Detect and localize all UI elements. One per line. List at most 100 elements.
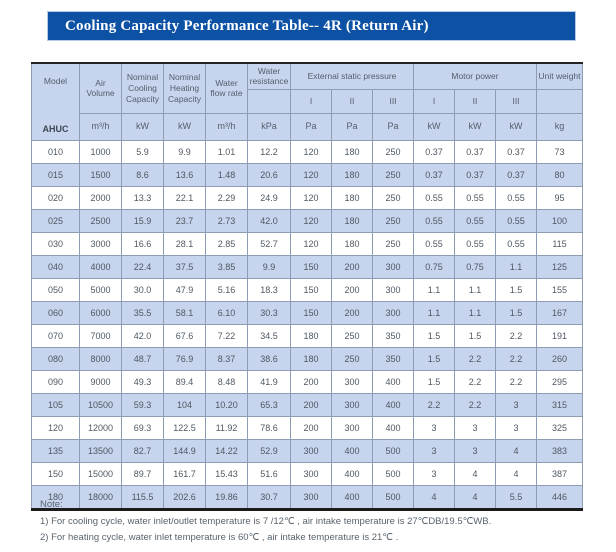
header-water-resistance-spacer	[247, 88, 291, 114]
value-cell: 1500	[79, 163, 122, 187]
value-cell: 2.73	[205, 209, 248, 233]
value-cell: 115.5	[121, 485, 164, 510]
header-model: Model AHUC	[31, 62, 80, 141]
model-cell: 120	[31, 416, 80, 440]
value-cell: 200	[290, 416, 332, 440]
value-cell: 22.4	[121, 255, 164, 279]
value-cell: 0.37	[454, 163, 496, 187]
value-cell: 10500	[79, 393, 122, 417]
value-cell: 115	[536, 232, 583, 256]
model-cell: 135	[31, 439, 80, 463]
page-title: Cooling Capacity Performance Table-- 4R …	[65, 17, 429, 34]
value-cell: 2.2	[454, 393, 496, 417]
value-cell: 150	[290, 278, 332, 302]
header-esp-grade-1: I	[290, 88, 332, 114]
value-cell: 13.6	[163, 163, 206, 187]
value-cell: 22.1	[163, 186, 206, 210]
value-cell: 400	[331, 439, 373, 463]
value-cell: 100	[536, 209, 583, 233]
value-cell: 250	[372, 163, 414, 187]
value-cell: 37.5	[163, 255, 206, 279]
unit-weight: kg	[536, 112, 583, 142]
header-motor-grade-2: II	[454, 88, 496, 114]
value-cell: 16.6	[121, 232, 164, 256]
value-cell: 49.3	[121, 370, 164, 394]
value-cell: 0.75	[454, 255, 496, 279]
unit-motor-1: kW	[413, 112, 455, 142]
value-cell: 4000	[79, 255, 122, 279]
value-cell: 5.9	[121, 140, 164, 164]
value-cell: 150	[290, 301, 332, 325]
value-cell: 1.1	[495, 255, 537, 279]
value-cell: 120	[290, 232, 332, 256]
table-row: 105 10500 59.3 104 10.20 65.3 200 300 400 2.2 2.2 3…	[31, 393, 583, 417]
header-air-volume: Air Volume	[79, 62, 122, 114]
value-cell: 30.0	[121, 278, 164, 302]
value-cell: 41.9	[247, 370, 291, 394]
value-cell: 3000	[79, 232, 122, 256]
value-cell: 180	[331, 186, 373, 210]
value-cell: 3	[413, 416, 455, 440]
unit-nominal-cooling: kW	[121, 112, 164, 142]
value-cell: 3	[454, 416, 496, 440]
value-cell: 0.55	[454, 232, 496, 256]
table-header: Model AHUC Air Volume Nominal Cooling Ca…	[31, 62, 583, 142]
note-line-2: 2) For heating cycle, water inlet temper…	[40, 532, 399, 543]
unit-motor-3: kW	[495, 112, 537, 142]
unit-water-flow-rate: m³/h	[205, 112, 248, 142]
header-water-resistance: Water resistance	[247, 62, 291, 90]
value-cell: 0.55	[495, 209, 537, 233]
value-cell: 52.7	[247, 232, 291, 256]
value-cell: 3	[413, 462, 455, 486]
unit-esp-2: Pa	[331, 112, 373, 142]
value-cell: 1.1	[413, 278, 455, 302]
model-cell: 030	[31, 232, 80, 256]
value-cell: 51.6	[247, 462, 291, 486]
value-cell: 0.37	[413, 163, 455, 187]
value-cell: 5.5	[495, 485, 537, 510]
value-cell: 67.6	[163, 324, 206, 348]
value-cell: 12.2	[247, 140, 291, 164]
table-row: 080 8000 48.7 76.9 8.37 38.6 180 250 350 1.5 2.2 2.…	[31, 347, 583, 371]
value-cell: 2.2	[454, 370, 496, 394]
value-cell: 1.5	[495, 301, 537, 325]
value-cell: 42.0	[121, 324, 164, 348]
model-cell: 105	[31, 393, 80, 417]
value-cell: 120	[290, 163, 332, 187]
table-row: 040 4000 22.4 37.5 3.85 9.9 150 200 300 0.75 0.75 1…	[31, 255, 583, 279]
value-cell: 1.1	[454, 278, 496, 302]
value-cell: 400	[372, 370, 414, 394]
value-cell: 10.20	[205, 393, 248, 417]
header-external-static-pressure: External static pressure	[290, 62, 414, 90]
value-cell: 2.2	[454, 347, 496, 371]
value-cell: 200	[331, 255, 373, 279]
value-cell: 9.9	[163, 140, 206, 164]
value-cell: 120	[290, 140, 332, 164]
value-cell: 6000	[79, 301, 122, 325]
value-cell: 80	[536, 163, 583, 187]
value-cell: 15000	[79, 462, 122, 486]
value-cell: 0.37	[495, 163, 537, 187]
unit-water-resistance: kPa	[247, 112, 291, 142]
value-cell: 1.5	[454, 324, 496, 348]
value-cell: 89.7	[121, 462, 164, 486]
value-cell: 400	[372, 393, 414, 417]
model-cell: 150	[31, 462, 80, 486]
value-cell: 300	[372, 255, 414, 279]
header-nominal-heating: Nominal Heating Capacity	[163, 62, 206, 114]
value-cell: 1.5	[413, 324, 455, 348]
value-cell: 3	[495, 416, 537, 440]
value-cell: 315	[536, 393, 583, 417]
value-cell: 1.48	[205, 163, 248, 187]
value-cell: 180	[331, 209, 373, 233]
value-cell: 300	[331, 416, 373, 440]
value-cell: 1.5	[413, 370, 455, 394]
unit-air-volume: m³/h	[79, 112, 122, 142]
value-cell: 0.75	[413, 255, 455, 279]
header-unit-weight: Unit weight	[536, 62, 583, 90]
value-cell: 73	[536, 140, 583, 164]
header-motor-grade-1: I	[413, 88, 455, 114]
value-cell: 7000	[79, 324, 122, 348]
value-cell: 3	[454, 439, 496, 463]
value-cell: 200	[290, 370, 332, 394]
